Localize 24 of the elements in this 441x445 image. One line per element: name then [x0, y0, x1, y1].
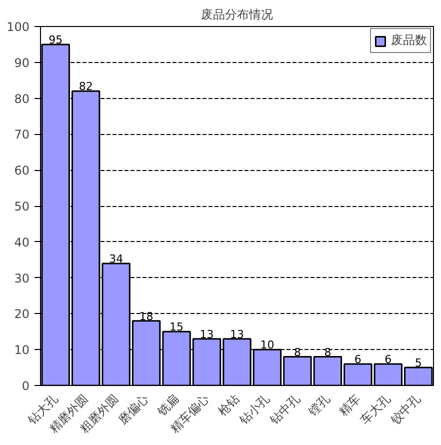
- y-tick-label: 80: [14, 92, 30, 106]
- data-label: 6: [384, 352, 392, 366]
- legend-label: 废品数: [391, 32, 427, 49]
- y-tick-label: 100: [6, 20, 30, 34]
- y-tick-label: 70: [14, 128, 30, 142]
- data-label: 95: [48, 33, 63, 46]
- data-label: 13: [230, 328, 244, 341]
- y-tick-label: 0: [22, 379, 30, 393]
- y-tick-label: 50: [14, 200, 30, 214]
- chart-title: 废品分布情况: [201, 8, 273, 22]
- y-tick-label: 90: [14, 56, 30, 70]
- y-tick-label: 60: [14, 164, 30, 178]
- data-label: 15: [170, 320, 184, 334]
- data-label: 6: [354, 352, 362, 366]
- data-label: 10: [260, 338, 274, 352]
- data-label: 5: [414, 356, 422, 370]
- y-tick-label: 40: [14, 235, 30, 250]
- data-label: 13: [200, 328, 214, 341]
- y-tick-label: 30: [14, 271, 30, 286]
- x-tick-label: 镗孔: [305, 392, 333, 420]
- data-label: 82: [78, 80, 93, 94]
- data-label: 34: [109, 252, 124, 266]
- y-tick-label: 10: [14, 343, 30, 358]
- y-tick-label: 20: [14, 307, 30, 322]
